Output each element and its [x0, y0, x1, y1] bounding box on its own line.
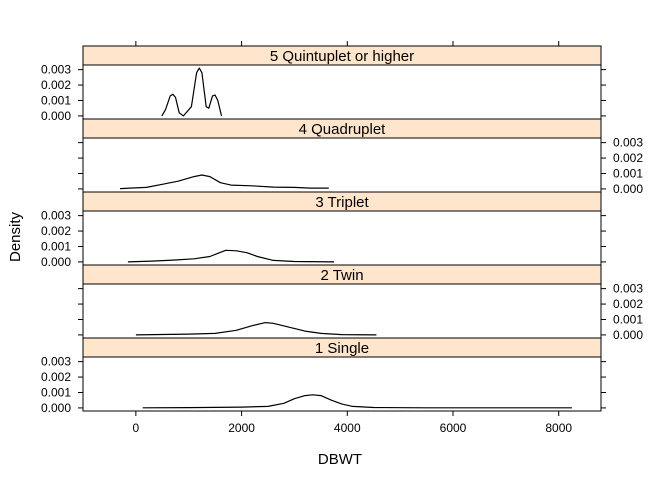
panel-frame — [82, 45, 602, 120]
density-line — [142, 394, 572, 409]
x-axis: 0 2000 4000 6000 8000 — [133, 41, 572, 435]
panel-strip-label: 2 Twin — [320, 267, 363, 284]
y-tick-label: 0.000 — [613, 182, 643, 196]
density-line — [135, 322, 377, 336]
y-tick-label: 0.000 — [613, 328, 643, 342]
x-tick-label: 6000 — [440, 421, 467, 435]
density-line — [161, 67, 223, 117]
density-line — [127, 249, 335, 263]
x-axis-title: DBWT — [318, 451, 362, 468]
y-tick-label: 0.003 — [41, 63, 71, 77]
panel-strip-label: 1 Single — [315, 340, 369, 357]
y-tick-label: 0.002 — [41, 78, 71, 92]
y-tick-label: 0.002 — [41, 370, 71, 384]
y-tick-label: 0.003 — [41, 209, 71, 223]
panel-strip-label: 3 Triplet — [315, 194, 369, 211]
x-tick-label: 0 — [133, 421, 140, 435]
y-tick-label: 0.001 — [41, 93, 71, 107]
y-tick-label: 0.001 — [613, 312, 643, 326]
y-tick-label: 0.001 — [613, 166, 643, 180]
y-tick-label: 0.003 — [613, 282, 643, 296]
panel: 5 Quintuplet or higher 0.000 0.0010.0020.0… — [41, 45, 606, 123]
y-tick-label: 0.002 — [613, 151, 643, 165]
y-axis-title: Density — [7, 211, 24, 262]
y-tick-label: 0.001 — [41, 239, 71, 253]
density-line — [119, 174, 329, 190]
x-tick-label: 2000 — [228, 421, 255, 435]
panel-strip-label: 5 Quintuplet or higher — [270, 48, 414, 65]
y-tick-label: 0.001 — [41, 385, 71, 399]
y-tick-label: 0.002 — [613, 297, 643, 311]
y-tick-label: 0.000 — [41, 109, 71, 123]
y-tick-label: 0.000 — [41, 401, 71, 415]
y-tick-label: 0.003 — [41, 355, 71, 369]
panel-strip-label: 4 Quadruplet — [299, 121, 387, 138]
y-tick-label: 0.003 — [613, 136, 643, 150]
x-tick-label: 8000 — [545, 421, 572, 435]
x-tick-label: 4000 — [334, 421, 361, 435]
y-tick-label: 0.000 — [41, 255, 71, 269]
y-tick-label: 0.002 — [41, 224, 71, 238]
